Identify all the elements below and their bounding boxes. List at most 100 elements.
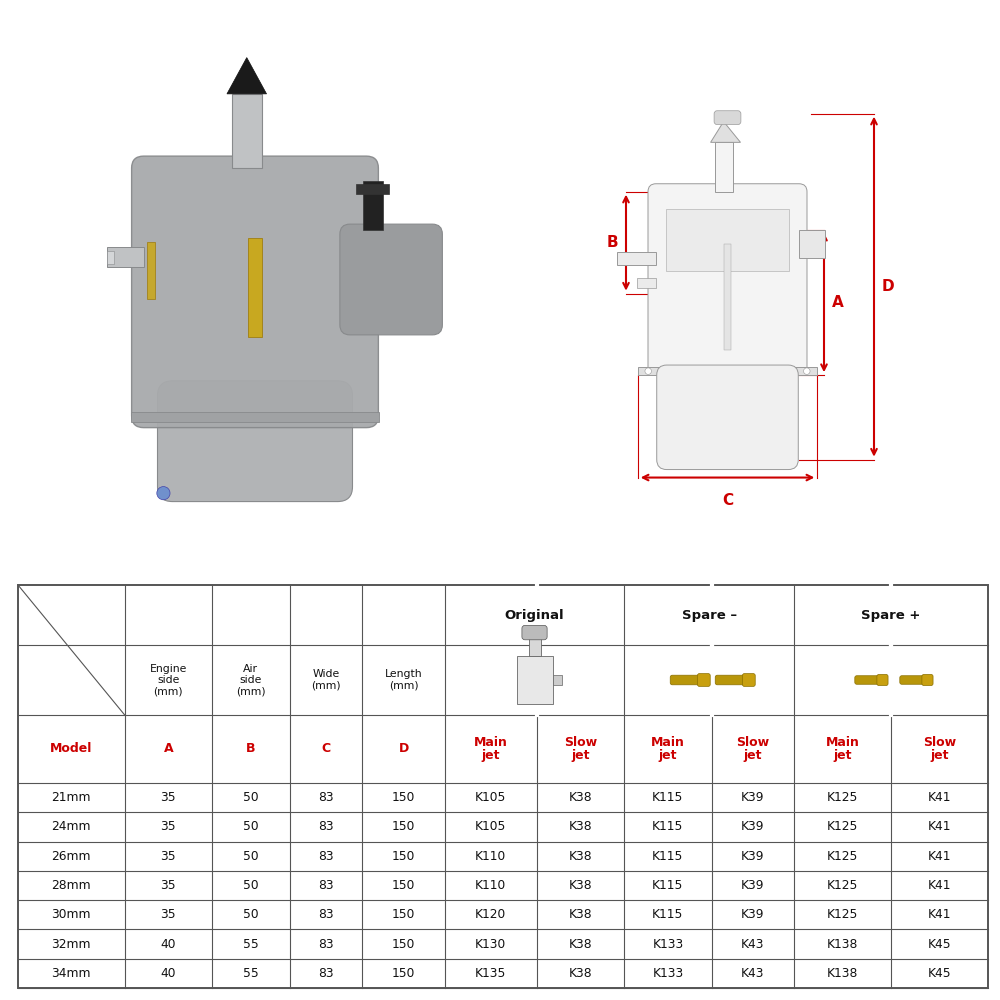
Text: Slow
jet: Slow jet (923, 736, 956, 762)
Text: Length
(mm): Length (mm) (385, 669, 422, 691)
Text: Spare +: Spare + (861, 608, 921, 621)
Text: K138: K138 (827, 967, 858, 980)
Text: K38: K38 (569, 850, 592, 863)
Text: 150: 150 (392, 791, 415, 804)
Text: 83: 83 (318, 820, 334, 833)
Text: 35: 35 (161, 820, 176, 833)
FancyBboxPatch shape (132, 156, 378, 428)
Text: 83: 83 (318, 791, 334, 804)
Text: Slow
jet: Slow jet (564, 736, 597, 762)
FancyBboxPatch shape (877, 674, 888, 686)
Text: 35: 35 (161, 879, 176, 892)
Text: 24mm: 24mm (52, 820, 91, 833)
Text: K38: K38 (569, 967, 592, 980)
Text: Wide
(mm): Wide (mm) (311, 669, 341, 691)
Text: K43: K43 (741, 938, 765, 951)
Text: 50: 50 (243, 820, 259, 833)
Text: K138: K138 (827, 938, 858, 951)
FancyBboxPatch shape (715, 675, 748, 685)
Text: 40: 40 (161, 938, 176, 951)
Circle shape (645, 368, 651, 374)
Text: 50: 50 (243, 850, 259, 863)
Text: 21mm: 21mm (52, 791, 91, 804)
Text: A: A (832, 295, 844, 310)
Polygon shape (227, 58, 267, 94)
Text: 83: 83 (318, 908, 334, 921)
Text: K39: K39 (741, 908, 765, 921)
Text: Model: Model (50, 742, 93, 756)
Text: K135: K135 (475, 967, 507, 980)
Bar (363, 180, 383, 230)
Text: 150: 150 (392, 908, 415, 921)
Text: D: D (398, 742, 409, 756)
Text: K125: K125 (827, 879, 858, 892)
Bar (107, 247, 144, 267)
Text: K43: K43 (741, 967, 765, 980)
Text: Air
side
(mm): Air side (mm) (236, 664, 266, 696)
Text: K130: K130 (475, 938, 506, 951)
Bar (638, 367, 817, 375)
Text: 28mm: 28mm (52, 879, 91, 892)
Text: K41: K41 (928, 879, 951, 892)
Text: K115: K115 (652, 879, 684, 892)
Text: 35: 35 (161, 791, 176, 804)
Text: Original: Original (505, 608, 564, 621)
FancyBboxPatch shape (657, 365, 798, 470)
Text: A: A (164, 742, 173, 756)
FancyBboxPatch shape (648, 184, 807, 375)
Text: K120: K120 (475, 908, 506, 921)
Text: K125: K125 (827, 820, 858, 833)
Text: K38: K38 (569, 820, 592, 833)
Text: K38: K38 (569, 879, 592, 892)
Text: 50: 50 (243, 908, 259, 921)
FancyBboxPatch shape (697, 674, 710, 686)
Bar (107, 251, 114, 264)
Bar (147, 242, 155, 299)
Text: K115: K115 (652, 850, 684, 863)
Text: Main
jet: Main jet (474, 736, 508, 762)
Text: Main
jet: Main jet (651, 736, 685, 762)
Text: K105: K105 (475, 791, 507, 804)
Bar (517, 656, 553, 704)
Text: Engine
side
(mm): Engine side (mm) (150, 664, 187, 696)
Text: B: B (606, 235, 618, 250)
Text: K39: K39 (741, 850, 765, 863)
Text: 83: 83 (318, 879, 334, 892)
Text: K125: K125 (827, 908, 858, 921)
Text: 32mm: 32mm (52, 938, 91, 951)
Text: 26mm: 26mm (52, 850, 91, 863)
Text: K41: K41 (928, 850, 951, 863)
FancyBboxPatch shape (340, 224, 442, 335)
Bar (131, 412, 379, 422)
Text: K115: K115 (652, 908, 684, 921)
Text: B: B (246, 742, 256, 756)
Text: K133: K133 (652, 938, 684, 951)
Text: K115: K115 (652, 791, 684, 804)
Text: 34mm: 34mm (52, 967, 91, 980)
Bar (617, 252, 656, 265)
Text: 55: 55 (243, 938, 259, 951)
Text: 150: 150 (392, 820, 415, 833)
Circle shape (157, 487, 170, 500)
Bar (18, 585, 988, 988)
FancyBboxPatch shape (855, 676, 882, 684)
Text: 40: 40 (161, 967, 176, 980)
FancyBboxPatch shape (742, 674, 755, 686)
Text: 83: 83 (318, 938, 334, 951)
Text: 150: 150 (392, 938, 415, 951)
Text: 55: 55 (243, 967, 259, 980)
Text: K125: K125 (827, 791, 858, 804)
Bar (714, 142, 733, 192)
Text: 150: 150 (392, 850, 415, 863)
Text: 50: 50 (243, 791, 259, 804)
Text: K105: K105 (475, 820, 507, 833)
Polygon shape (711, 122, 740, 142)
Text: K115: K115 (652, 820, 684, 833)
Text: K38: K38 (569, 791, 592, 804)
Bar (553, 675, 562, 685)
Bar (529, 637, 541, 656)
Text: K110: K110 (475, 850, 506, 863)
FancyBboxPatch shape (900, 676, 927, 684)
Text: C: C (321, 742, 331, 756)
Bar (637, 278, 656, 288)
